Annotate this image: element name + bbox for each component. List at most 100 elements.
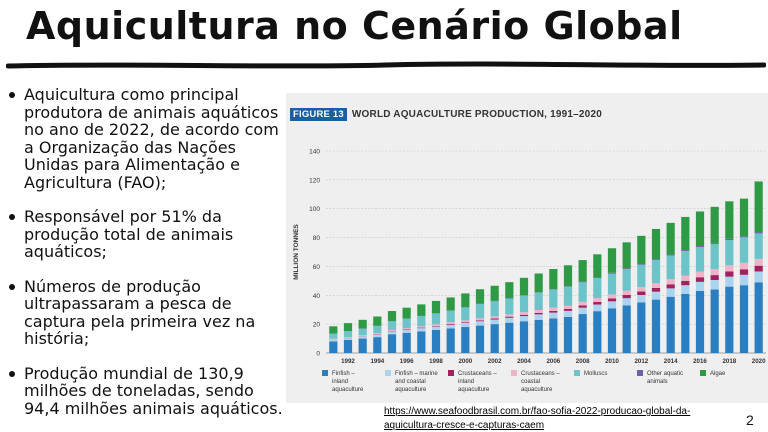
bar-segment — [725, 265, 734, 272]
bar-segment — [387, 334, 397, 353]
bar-segment — [358, 319, 367, 329]
bar-segment — [578, 301, 587, 306]
bar-segment — [431, 326, 441, 330]
bar-segment — [358, 336, 367, 339]
bar-segment — [651, 228, 661, 260]
bar-segment — [637, 294, 646, 303]
bar-segment — [725, 286, 734, 353]
legend-label: inland — [458, 379, 474, 385]
bar-segment — [593, 304, 602, 312]
bar-segment — [534, 319, 543, 353]
page-number: 2 — [746, 412, 754, 428]
bar-segment — [358, 328, 367, 336]
bar-segment — [387, 331, 397, 335]
bar-segment — [505, 298, 514, 315]
bar-segment — [578, 307, 587, 315]
bar-segment — [607, 298, 617, 302]
bar-segment — [607, 272, 617, 274]
y-tick-label: 60 — [313, 264, 321, 271]
legend-label: and coastal — [395, 379, 426, 385]
bar-segment — [593, 298, 602, 302]
bar-segment — [549, 269, 558, 290]
bar-segment — [593, 254, 602, 278]
x-tick-label: 2002 — [488, 358, 502, 365]
x-tick-label: 2012 — [634, 358, 648, 365]
bar-segment — [534, 312, 543, 315]
x-tick-label: 1992 — [341, 358, 355, 365]
bar-segment — [461, 307, 470, 321]
bar-segment — [593, 277, 602, 278]
bar-segment — [651, 283, 661, 288]
bullet-dot — [9, 92, 15, 98]
bar-segment — [578, 281, 587, 283]
x-tick-label: 2016 — [693, 358, 707, 365]
figure-label: FIGURE 13 — [290, 107, 347, 121]
legend-label: aquaculture — [521, 387, 553, 393]
y-tick-label: 100 — [309, 206, 320, 213]
y-tick-label: 40 — [313, 293, 321, 300]
bar-segment — [754, 265, 763, 272]
bar-segment — [681, 250, 690, 276]
bar-segment — [666, 296, 675, 353]
bar-segment — [329, 333, 338, 339]
bar-segment — [666, 222, 675, 255]
bar-segment — [358, 338, 367, 353]
bar-segment — [373, 334, 382, 338]
bar-segment — [710, 289, 719, 353]
legend-label: inland — [332, 379, 348, 385]
legend-swatch — [637, 370, 643, 376]
bar-segment — [329, 326, 338, 334]
x-tick-label: 2020 — [752, 358, 766, 365]
bar-segment — [431, 300, 441, 314]
bar-segment — [475, 289, 485, 304]
bullet-text: Aquicultura como principal produtora de … — [24, 85, 279, 192]
bar-segment — [739, 198, 749, 237]
bar-segment — [431, 313, 441, 325]
bar-segment — [754, 282, 763, 353]
legend-label: aquaculture — [332, 387, 364, 393]
bar-segment — [681, 280, 690, 286]
bar-segment — [534, 310, 543, 313]
bar-segment — [681, 285, 690, 294]
bar-segment — [519, 321, 529, 353]
bar-segment — [402, 332, 411, 353]
bar-segment — [695, 247, 705, 272]
bar-segment — [651, 299, 661, 353]
bar-segment — [578, 260, 587, 282]
x-tick-label: 1998 — [429, 358, 443, 365]
bar-segment — [563, 305, 573, 309]
bar-segment — [505, 317, 514, 323]
bullet-item: Aquicultura como principal produtora de … — [8, 86, 290, 191]
bar-segment — [637, 302, 646, 353]
stacked-bar-chart: 0 20 40 60 80 100 120 140 MILLION TONNES 1992 1994… — [293, 149, 766, 394]
source-link[interactable]: https://www.seafoodbrasil.com.br/fao-sof… — [384, 406, 691, 431]
legend-swatch — [511, 370, 517, 376]
legend-label: Other aquatic — [647, 371, 683, 377]
bar-segment — [490, 301, 499, 317]
bar-segment — [505, 322, 514, 353]
bar-segment — [725, 238, 734, 241]
bar-segment — [578, 305, 587, 308]
bar-segment — [622, 294, 631, 299]
bullet-list: Aquicultura como principal produtora de … — [8, 86, 290, 432]
legend-label: Molluscs — [584, 371, 607, 377]
bar-segment — [710, 279, 719, 290]
bar-segment — [666, 255, 675, 280]
bar-segment — [446, 328, 455, 353]
bar-segment — [593, 301, 602, 305]
bar-segment — [622, 305, 631, 353]
bar-segment — [563, 310, 573, 317]
bar-segment — [754, 258, 763, 266]
bar-segment — [343, 331, 353, 337]
bar-segment — [563, 265, 573, 287]
bar-segment — [607, 273, 617, 295]
bar-segment — [475, 303, 485, 319]
bar-segment — [651, 259, 661, 261]
figure-header: FIGURE 13 WORLD AQUACULTURE PRODUCTION, … — [290, 107, 602, 121]
y-axis-label: MILLION TONNES — [293, 224, 300, 280]
legend-label: aquaculture — [458, 387, 490, 393]
bar-segment — [417, 304, 426, 316]
slide-title: Aquicultura no Cenário Global — [26, 4, 683, 48]
legend-label: Finfish – marine — [395, 371, 438, 377]
bar-segment — [446, 310, 455, 323]
